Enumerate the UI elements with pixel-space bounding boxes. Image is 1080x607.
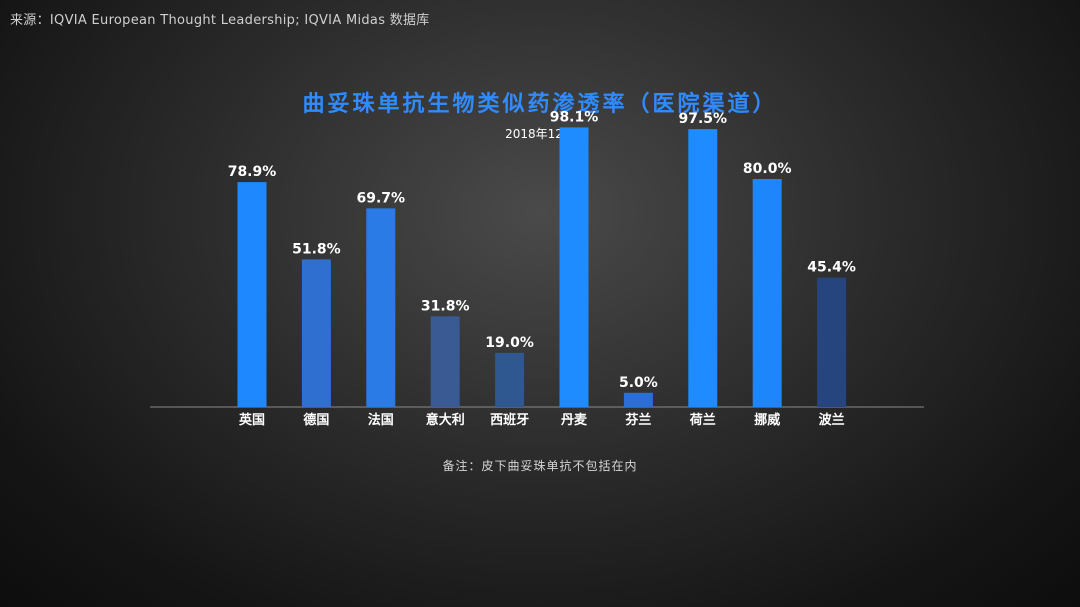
category-label-10: 波兰 <box>819 412 845 428</box>
bar-1 <box>237 182 267 407</box>
data-label-8: 97.5% <box>679 111 728 127</box>
footnote: 备注：皮下曲妥珠单抗不包括在内 <box>442 459 638 473</box>
chart-subtitle: 2018年12月 <box>505 127 575 141</box>
source-note: 来源：IQVIA European Thought Leadership; IQ… <box>10 13 430 28</box>
category-label-6: 丹麦 <box>561 412 588 428</box>
data-label-5: 19.0% <box>485 335 534 351</box>
bar-2 <box>301 259 331 407</box>
chart-title: 曲妥珠单抗生物类似药渗透率（医院渠道） <box>302 92 778 117</box>
category-label-4: 意大利 <box>426 412 465 428</box>
data-label-2: 51.8% <box>292 241 341 257</box>
category-label-3: 法国 <box>368 412 394 428</box>
bar-9 <box>752 179 782 407</box>
bar-8 <box>688 129 718 407</box>
data-label-7: 5.0% <box>619 375 658 391</box>
data-label-9: 80.0% <box>743 161 792 177</box>
bar-7 <box>623 392 653 407</box>
data-label-10: 45.4% <box>807 260 856 276</box>
bar-5 <box>495 352 525 407</box>
category-label-7: 芬兰 <box>624 412 651 428</box>
bar-10 <box>817 277 847 407</box>
bar-3 <box>366 208 396 407</box>
category-label-1: 英国 <box>238 412 265 428</box>
category-label-2: 德国 <box>303 412 329 428</box>
data-label-3: 69.7% <box>357 190 406 206</box>
category-label-9: 挪威 <box>754 412 780 428</box>
category-label-5: 西班牙 <box>490 412 529 428</box>
data-label-4: 31.8% <box>421 298 470 314</box>
data-label-6: 98.1% <box>550 109 599 125</box>
bar-6 <box>559 127 589 407</box>
category-label-8: 荷兰 <box>689 412 716 428</box>
bar-4 <box>430 316 460 407</box>
data-label-1: 78.9% <box>228 164 277 180</box>
